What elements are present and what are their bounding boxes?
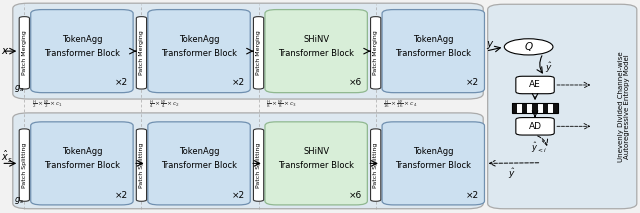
Text: Patch Merging: Patch Merging — [139, 30, 144, 75]
Text: $\hat{y}_{<i}$: $\hat{y}_{<i}$ — [531, 141, 547, 155]
Text: $\hat{y}$: $\hat{y}$ — [545, 61, 553, 75]
FancyBboxPatch shape — [19, 17, 29, 89]
Bar — [532, 103, 538, 113]
Text: ×2: ×2 — [115, 191, 128, 200]
Text: $y$: $y$ — [486, 39, 495, 51]
Text: ×2: ×2 — [466, 191, 479, 200]
FancyBboxPatch shape — [148, 10, 250, 93]
Text: Patch Splitting: Patch Splitting — [256, 142, 261, 188]
FancyBboxPatch shape — [253, 17, 264, 89]
Text: Transformer Block: Transformer Block — [44, 49, 120, 58]
Text: Transformer Block: Transformer Block — [161, 161, 237, 170]
Bar — [538, 103, 543, 113]
Text: $\frac{H}{8}\times\frac{W}{8}\times c_3$: $\frac{H}{8}\times\frac{W}{8}\times c_3$ — [266, 98, 298, 110]
Text: Patch Splitting: Patch Splitting — [373, 142, 378, 188]
FancyBboxPatch shape — [371, 17, 381, 89]
Text: TokenAgg: TokenAgg — [179, 147, 220, 156]
Circle shape — [504, 39, 553, 55]
Text: TokenAgg: TokenAgg — [61, 35, 102, 44]
FancyBboxPatch shape — [13, 113, 483, 209]
Text: TokenAgg: TokenAgg — [179, 35, 220, 44]
FancyBboxPatch shape — [136, 17, 147, 89]
Text: TokenAgg: TokenAgg — [413, 147, 454, 156]
Bar — [517, 103, 522, 113]
FancyBboxPatch shape — [488, 4, 637, 209]
FancyBboxPatch shape — [253, 129, 264, 201]
FancyBboxPatch shape — [265, 10, 367, 93]
Bar — [543, 103, 548, 113]
Text: ×6: ×6 — [349, 78, 362, 87]
Text: Q: Q — [525, 42, 532, 52]
Text: TokenAgg: TokenAgg — [61, 147, 102, 156]
Text: Transformer Block: Transformer Block — [396, 49, 471, 58]
FancyBboxPatch shape — [382, 10, 484, 93]
Text: ×2: ×2 — [115, 78, 128, 87]
Text: Patch Splitting: Patch Splitting — [22, 142, 27, 188]
FancyBboxPatch shape — [31, 122, 133, 205]
Text: Patch Merging: Patch Merging — [256, 30, 261, 75]
Text: $\hat{x}_s$: $\hat{x}_s$ — [1, 149, 12, 165]
Text: Patch Merging: Patch Merging — [22, 30, 27, 75]
Text: Transformer Block: Transformer Block — [161, 49, 237, 58]
Text: Transformer Block: Transformer Block — [278, 49, 354, 58]
Text: Patch Merging: Patch Merging — [373, 30, 378, 75]
Text: TokenAgg: TokenAgg — [413, 35, 454, 44]
Text: Transformer Block: Transformer Block — [44, 161, 120, 170]
FancyBboxPatch shape — [382, 122, 484, 205]
Bar — [553, 103, 558, 113]
Text: ×2: ×2 — [232, 191, 245, 200]
Text: $\frac{H}{16}\times\frac{W}{16}\times c_4$: $\frac{H}{16}\times\frac{W}{16}\times c_… — [383, 98, 418, 110]
Text: $g_a$: $g_a$ — [14, 83, 24, 94]
Text: $\frac{H}{2}\times\frac{W}{2}\times c_1$: $\frac{H}{2}\times\frac{W}{2}\times c_1$ — [32, 98, 63, 110]
Text: ×2: ×2 — [232, 78, 245, 87]
FancyBboxPatch shape — [265, 122, 367, 205]
FancyBboxPatch shape — [371, 129, 381, 201]
Text: ×6: ×6 — [349, 191, 362, 200]
FancyBboxPatch shape — [136, 129, 147, 201]
FancyBboxPatch shape — [31, 10, 133, 93]
Bar — [527, 103, 532, 113]
FancyBboxPatch shape — [19, 129, 29, 201]
FancyBboxPatch shape — [516, 118, 554, 135]
Text: AE: AE — [529, 81, 541, 89]
FancyBboxPatch shape — [516, 76, 554, 94]
Text: Unevenly Divided Channel-wise
Autoregressive Entropy Model: Unevenly Divided Channel-wise Autoregres… — [618, 51, 630, 162]
Text: AD: AD — [529, 122, 541, 131]
Text: $\frac{H}{4}\times\frac{W}{4}\times c_2$: $\frac{H}{4}\times\frac{W}{4}\times c_2$ — [149, 98, 180, 110]
FancyBboxPatch shape — [13, 3, 483, 99]
Text: Patch Splitting: Patch Splitting — [139, 142, 144, 188]
Text: $\hat{y}$: $\hat{y}$ — [508, 166, 516, 181]
Text: SHiNV: SHiNV — [303, 35, 329, 44]
Text: ×2: ×2 — [466, 78, 479, 87]
Text: SHiNV: SHiNV — [303, 147, 329, 156]
Text: Transformer Block: Transformer Block — [278, 161, 354, 170]
FancyBboxPatch shape — [148, 122, 250, 205]
Text: Transformer Block: Transformer Block — [396, 161, 471, 170]
Text: $g_s$: $g_s$ — [14, 195, 24, 206]
Bar — [512, 103, 517, 113]
Bar — [548, 103, 553, 113]
Bar — [512, 103, 558, 113]
Bar — [522, 103, 527, 113]
Text: $x$: $x$ — [1, 46, 9, 56]
